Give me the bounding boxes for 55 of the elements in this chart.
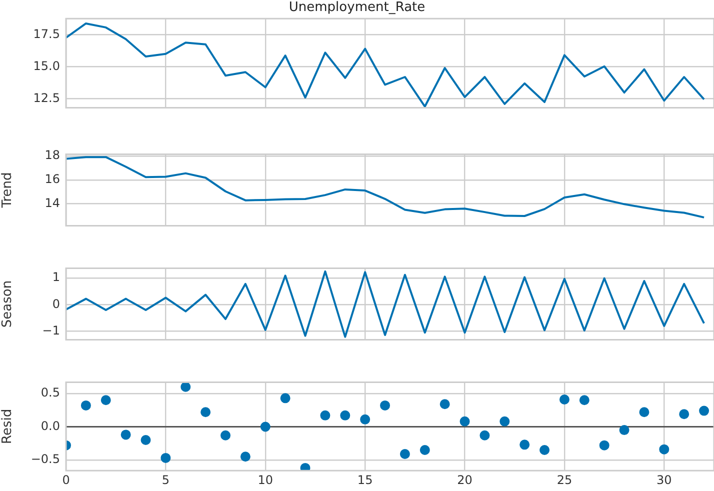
point bbox=[240, 452, 250, 462]
point bbox=[300, 462, 310, 471]
x-tick-label: 0 bbox=[62, 472, 70, 487]
point bbox=[400, 448, 410, 459]
point bbox=[480, 430, 490, 440]
point bbox=[659, 444, 670, 454]
y-tick-label: 17.5 bbox=[33, 26, 60, 41]
y-tick-label: 12.5 bbox=[33, 90, 60, 105]
y-axis-title: Season bbox=[0, 280, 16, 328]
point bbox=[100, 395, 111, 406]
x-tick-label: 15 bbox=[357, 472, 373, 487]
x-tick-label: 20 bbox=[457, 472, 472, 487]
point bbox=[380, 400, 390, 410]
point bbox=[639, 407, 650, 418]
point bbox=[599, 440, 610, 450]
point bbox=[579, 395, 590, 406]
point bbox=[420, 444, 430, 455]
x-tick-label: 5 bbox=[162, 472, 170, 487]
point bbox=[180, 382, 191, 392]
y-tick-label: 14 bbox=[44, 196, 60, 210]
point bbox=[500, 416, 510, 426]
point bbox=[120, 430, 131, 440]
y-axis-title: Trend bbox=[0, 172, 16, 209]
point bbox=[340, 410, 350, 420]
point bbox=[559, 394, 570, 404]
x-tick-label: 10 bbox=[258, 472, 274, 487]
point bbox=[440, 399, 450, 410]
point bbox=[260, 422, 270, 432]
point bbox=[280, 393, 290, 404]
y-tick-label: 15.0 bbox=[33, 58, 60, 73]
y-tick-label: 0.5 bbox=[40, 386, 60, 400]
point bbox=[200, 407, 211, 418]
y-axis-title: Resid bbox=[0, 408, 16, 444]
y-tick-label: 1 bbox=[52, 270, 60, 284]
point bbox=[679, 409, 690, 420]
y-tick-label: −1 bbox=[42, 323, 60, 338]
y-tick-label: −0.5 bbox=[30, 452, 60, 466]
point bbox=[160, 452, 171, 463]
chart-title: Unemployment_Rate bbox=[288, 0, 426, 16]
point bbox=[360, 414, 370, 424]
point bbox=[140, 435, 151, 446]
x-tick-label: 30 bbox=[656, 472, 672, 487]
point bbox=[460, 416, 470, 426]
point bbox=[220, 430, 231, 440]
y-tick-label: 16 bbox=[44, 172, 60, 186]
point bbox=[320, 410, 330, 420]
point bbox=[80, 400, 91, 410]
point bbox=[619, 425, 630, 436]
x-tick-label: 25 bbox=[556, 472, 572, 487]
y-tick-label: 0.0 bbox=[40, 418, 60, 433]
point bbox=[540, 444, 550, 455]
y-tick-label: 18 bbox=[44, 148, 60, 162]
y-tick-label: 0 bbox=[52, 296, 60, 311]
point bbox=[699, 406, 710, 416]
point bbox=[520, 440, 530, 450]
